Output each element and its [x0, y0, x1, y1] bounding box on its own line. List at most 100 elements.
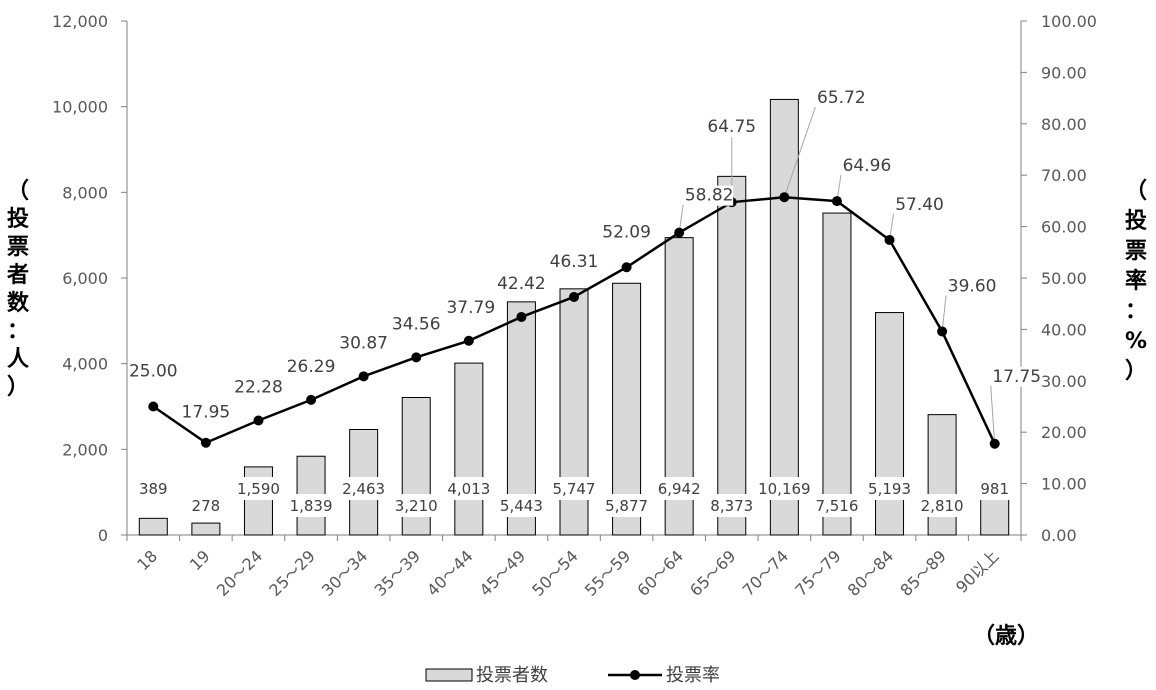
bar-value-label: 5,443: [500, 497, 543, 515]
x-tick-label: 20～24: [213, 546, 267, 600]
right-axis-title-char: （: [1125, 179, 1147, 204]
rate-value-label: 22.28: [234, 377, 283, 397]
bar: [612, 282, 642, 536]
bar: [454, 362, 484, 536]
right-tick-label: 100.00: [1041, 12, 1097, 31]
bar-label-box: [133, 477, 173, 500]
bar-value-label: 981: [980, 480, 1009, 498]
bar-value-label: 278: [192, 497, 221, 515]
bar-label-box: [751, 477, 818, 500]
x-tick-label: 50～54: [528, 546, 582, 600]
left-tick-label: 12,000: [52, 12, 108, 31]
x-tick-label: 40～44: [423, 546, 477, 600]
bar-value-label: 1,839: [290, 497, 333, 515]
x-tick-label: 75～79: [791, 546, 845, 600]
x-tick-label: 90以上: [952, 546, 1002, 596]
left-axis-title-char: （: [7, 179, 29, 204]
axis-titles: （ 投票者数 ： 人 ） （ 投票率 ：% ） （歳）: [6, 179, 1147, 649]
x-tick-label: 30～34: [318, 546, 372, 600]
right-axis-title-char: ：: [1125, 299, 1147, 324]
rate-label-box: [707, 117, 756, 138]
rate-point: [621, 262, 632, 273]
bar-label-box: [913, 494, 971, 517]
left-axis-title-char: 投: [7, 207, 29, 232]
rate-point: [937, 326, 948, 337]
rate-label-box: [817, 88, 866, 109]
legend-bar-label: 投票者数: [476, 665, 548, 686]
left-axis-title-char: 数: [7, 290, 30, 316]
x-tick-label: 80～84: [844, 546, 898, 600]
rate-label-box: [948, 276, 997, 297]
right-axis-title-char: 票: [1125, 239, 1147, 264]
rate-point: [569, 291, 579, 302]
bar: [138, 517, 168, 536]
left-axis-title-char: 票: [7, 235, 29, 260]
bar-label-box: [598, 494, 655, 517]
rate-label-box: [685, 185, 734, 206]
bar-value-label: 8,373: [710, 497, 753, 515]
bar-label-box: [703, 494, 761, 517]
rate-point: [674, 227, 685, 238]
rate-label-box: [392, 314, 441, 335]
x-tick-label: 85～89: [896, 546, 950, 600]
bar-value-label: 2,463: [342, 480, 385, 498]
rate-value-label: 26.29: [287, 357, 336, 377]
rate-value-label: 25.00: [129, 362, 178, 382]
bar-value-label: 6,942: [658, 480, 701, 498]
x-tick-label: 65～69: [686, 546, 740, 600]
rate-value-label: 58.82: [685, 186, 734, 206]
rate-point: [253, 415, 264, 426]
x-tick-label: 35～39: [371, 546, 425, 600]
rate-value-label: 17.95: [182, 403, 231, 423]
rate-label-box: [550, 251, 598, 272]
rate-value-label: 17.75: [992, 367, 1041, 387]
rate-point: [831, 196, 842, 207]
right-tick-label: 30.00: [1041, 372, 1087, 391]
x-tick-label: 18: [133, 546, 161, 574]
x-tick-label: 70～74: [739, 546, 793, 600]
rate-point: [463, 335, 474, 346]
bar-label-box: [545, 477, 603, 500]
rate-point: [884, 234, 895, 245]
rate-leader-line: [990, 385, 996, 444]
bar-label-box: [335, 477, 392, 500]
rate-label-box: [446, 297, 495, 318]
rate-label-box: [287, 356, 336, 377]
rate-value-label: 52.09: [602, 222, 651, 242]
left-tick-label: 0: [98, 526, 108, 545]
bar: [769, 98, 799, 536]
rate-point: [516, 311, 527, 322]
right-axis-title-char: %: [1125, 329, 1147, 354]
left-axis-title-char: 人: [7, 347, 29, 372]
rate-label-box: [602, 222, 651, 243]
rate-leader-line: [783, 107, 816, 198]
bar: [822, 212, 852, 536]
bar: [717, 175, 747, 536]
x-axis-title: （歳）: [973, 624, 1039, 649]
right-tick-label: 0.00: [1041, 526, 1077, 545]
right-tick-label: 40.00: [1041, 320, 1087, 339]
rate-label-box: [181, 402, 230, 423]
rate-value-label: 46.31: [550, 252, 599, 272]
data-labels: 389 278 1,590 1,839 2,463 3,210 4,013 5,443 5,74…: [129, 88, 1041, 517]
rate-label-box: [234, 377, 283, 398]
legend-line-marker: [630, 670, 640, 680]
right-tick-label: 10.00: [1041, 475, 1087, 494]
bar-label-box: [282, 494, 340, 517]
rate-leader-line: [941, 295, 947, 332]
rate-point: [306, 394, 317, 405]
rate-value-label: 34.56: [392, 314, 441, 334]
rate-point: [148, 401, 159, 412]
bar-label-box: [808, 494, 866, 517]
rate-point: [411, 352, 422, 363]
x-tick-label: 19: [186, 546, 214, 574]
bar: [191, 522, 221, 536]
left-axis-title-char: ）: [7, 375, 29, 400]
x-tick-label: 60～64: [633, 546, 687, 600]
legend: 投票者数 投票率: [425, 665, 720, 686]
rate-label-box: [895, 194, 944, 215]
legend-line-label: 投票率: [666, 665, 720, 686]
bar-label-box: [493, 494, 550, 517]
bar-value-label: 389: [139, 480, 168, 498]
